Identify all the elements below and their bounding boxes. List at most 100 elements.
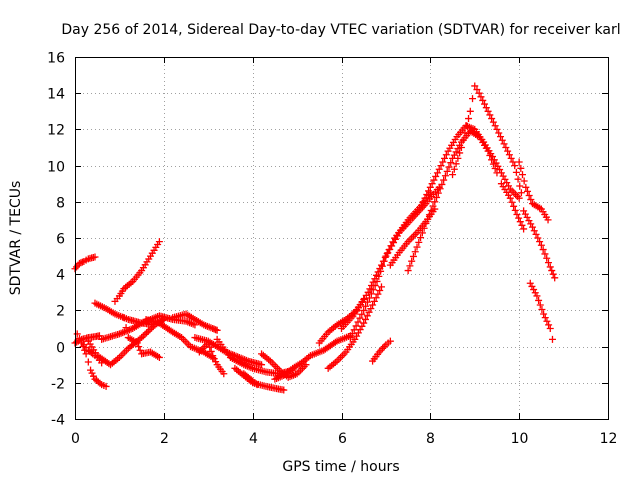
data-point [540, 310, 548, 318]
x-tick-label: 2 [160, 431, 169, 447]
data-point [541, 314, 549, 322]
data-point [258, 361, 266, 369]
data-point [346, 334, 354, 342]
data-point [117, 329, 125, 337]
data-point [213, 326, 221, 334]
data-point [523, 187, 531, 195]
series-track-6 [111, 238, 163, 305]
data-point [102, 382, 110, 390]
data-point [409, 252, 417, 260]
data-point [546, 263, 554, 271]
data-point [465, 115, 473, 123]
data-point [520, 207, 528, 215]
data-point [534, 234, 542, 242]
data-point [535, 296, 543, 304]
data-point [433, 193, 441, 201]
x-tick-label: 6 [338, 431, 347, 447]
data-point [454, 154, 462, 162]
y-tick-label: -4 [51, 413, 65, 429]
data-point [428, 180, 436, 188]
series-track-30 [520, 207, 559, 282]
data-point [533, 292, 541, 300]
series-track-27 [449, 82, 525, 197]
data-point [376, 286, 384, 294]
data-point [491, 122, 499, 130]
data-point [457, 144, 465, 151]
data-point [210, 355, 218, 363]
series-track-4 [80, 341, 106, 367]
data-point [424, 215, 432, 223]
data-point [449, 171, 457, 179]
data-point [377, 283, 385, 291]
data-point [516, 182, 524, 190]
data-point [508, 198, 516, 206]
data-point [372, 294, 380, 302]
data-point [144, 327, 152, 335]
data-point [532, 230, 540, 238]
data-point [253, 381, 261, 389]
data-point [120, 328, 128, 336]
data-point [331, 338, 339, 346]
data-point [522, 183, 530, 191]
data-point [360, 306, 368, 314]
x-axis-label: GPS time / hours [282, 459, 399, 475]
data-point [546, 325, 554, 332]
data-point [212, 358, 220, 366]
data-point [541, 250, 549, 258]
data-point [544, 216, 552, 224]
data-point [498, 136, 506, 144]
data-point [502, 144, 510, 151]
data-point [501, 175, 509, 183]
data-point [441, 172, 449, 180]
data-point [369, 286, 377, 294]
data-point [367, 305, 375, 313]
data-point [207, 347, 215, 355]
y-tick-label: 16 [47, 51, 65, 67]
x-tick-label: 0 [71, 431, 80, 447]
data-point [452, 160, 460, 168]
data-point [518, 221, 526, 229]
series-track-26 [417, 122, 523, 209]
data-point [417, 201, 425, 209]
data-point [115, 330, 123, 338]
data-point [543, 254, 551, 262]
data-point [220, 370, 228, 378]
data-point [415, 238, 423, 246]
data-point [419, 198, 427, 206]
data-point [473, 86, 481, 94]
data-point [206, 343, 214, 351]
data-point [362, 302, 370, 310]
data-point [551, 274, 559, 282]
data-points [71, 82, 559, 394]
data-point [438, 180, 446, 188]
data-point [122, 324, 130, 332]
data-point [517, 189, 525, 197]
y-tick-label: 12 [47, 123, 65, 139]
data-point [82, 350, 90, 358]
data-point [425, 211, 433, 219]
data-point [430, 176, 438, 184]
data-point [477, 93, 485, 101]
data-point [466, 107, 474, 115]
x-tick-label: 12 [600, 431, 618, 447]
data-point [441, 154, 449, 162]
y-tick-label: 14 [47, 87, 65, 103]
data-point [365, 294, 373, 302]
data-point [427, 206, 435, 214]
data-point [530, 286, 538, 294]
data-point [488, 115, 496, 123]
data-point [364, 298, 372, 306]
series-track-18 [271, 332, 354, 383]
series-track-29 [515, 158, 552, 224]
data-point [497, 169, 505, 177]
data-point [88, 369, 96, 377]
data-point [515, 214, 523, 222]
data-point [377, 261, 385, 269]
data-point [527, 220, 535, 228]
data-point [518, 171, 526, 179]
grid-lines [75, 57, 608, 419]
data-point [495, 129, 503, 137]
data-point [436, 185, 444, 193]
data-point [536, 238, 544, 246]
data-point [514, 175, 522, 183]
